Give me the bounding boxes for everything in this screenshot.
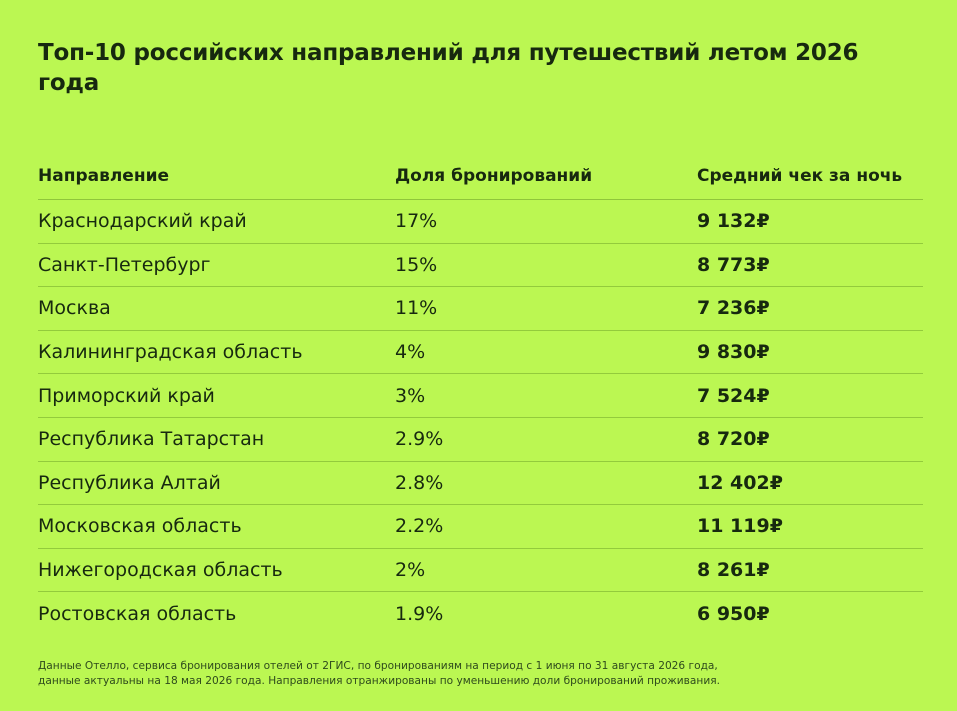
- price-cell: 8 261₽: [697, 559, 770, 582]
- table-row: Калининградская область 4% 9 830₽: [38, 331, 923, 375]
- table-row: Москва 11% 7 236₽: [38, 287, 923, 331]
- price-cell: 11 119₽: [697, 515, 783, 538]
- share-cell: 11%: [395, 297, 438, 320]
- price-cell: 7 236₽: [697, 297, 770, 320]
- share-cell: 17%: [395, 210, 438, 233]
- destination-cell: Калининградская область: [38, 341, 303, 364]
- column-header-share: Доля бронирований: [395, 165, 593, 186]
- destination-cell: Нижегородская область: [38, 559, 283, 582]
- column-header-price: Средний чек за ночь: [697, 165, 903, 186]
- table-row: Республика Алтай 2.8% 12 402₽: [38, 462, 923, 506]
- footnote-line: данные актуальны на 18 мая 2026 года. На…: [38, 675, 720, 687]
- column-header-destination: Направление: [38, 165, 170, 186]
- price-cell: 6 950₽: [697, 603, 770, 626]
- share-cell: 2.8%: [395, 471, 444, 494]
- price-cell: 8 720₽: [697, 428, 770, 451]
- price-cell: 12 402₽: [697, 471, 783, 494]
- share-cell: 4%: [395, 341, 426, 364]
- share-cell: 2.9%: [395, 428, 444, 451]
- share-cell: 3%: [395, 384, 426, 407]
- destination-cell: Ростовская область: [38, 603, 237, 626]
- destination-cell: Московская область: [38, 515, 242, 538]
- table-row: Санкт-Петербург 15% 8 773₽: [38, 244, 923, 288]
- destinations-table: Направление Доля бронирований Средний че…: [38, 152, 923, 636]
- table-row: Московская область 2.2% 11 119₽: [38, 505, 923, 549]
- footnote-line: Данные Отелло, сервиса бронирования отел…: [38, 660, 718, 672]
- destination-cell: Краснодарский край: [38, 210, 247, 233]
- destination-cell: Приморский край: [38, 384, 215, 407]
- destination-cell: Республика Алтай: [38, 471, 221, 494]
- table-row: Нижегородская область 2% 8 261₽: [38, 549, 923, 593]
- table-header-row: Направление Доля бронирований Средний че…: [38, 152, 923, 200]
- page-title: Топ-10 российских направлений для путеше…: [38, 40, 859, 96]
- destination-cell: Москва: [38, 297, 111, 320]
- table-row: Ростовская область 1.9% 6 950₽: [38, 592, 923, 636]
- share-cell: 2%: [395, 559, 426, 582]
- table-row: Республика Татарстан 2.9% 8 720₽: [38, 418, 923, 462]
- price-cell: 7 524₽: [697, 384, 770, 407]
- price-cell: 8 773₽: [697, 253, 770, 276]
- share-cell: 2.2%: [395, 515, 444, 538]
- share-cell: 15%: [395, 253, 438, 276]
- share-cell: 1.9%: [395, 603, 444, 626]
- table-row: Краснодарский край 17% 9 132₽: [38, 200, 923, 244]
- destination-cell: Республика Татарстан: [38, 428, 265, 451]
- destination-cell: Санкт-Петербург: [38, 253, 211, 276]
- source-footnote: Данные Отелло, сервиса бронирования отел…: [38, 659, 918, 689]
- price-cell: 9 132₽: [697, 210, 770, 233]
- table-row: Приморский край 3% 7 524₽: [38, 374, 923, 418]
- price-cell: 9 830₽: [697, 341, 770, 364]
